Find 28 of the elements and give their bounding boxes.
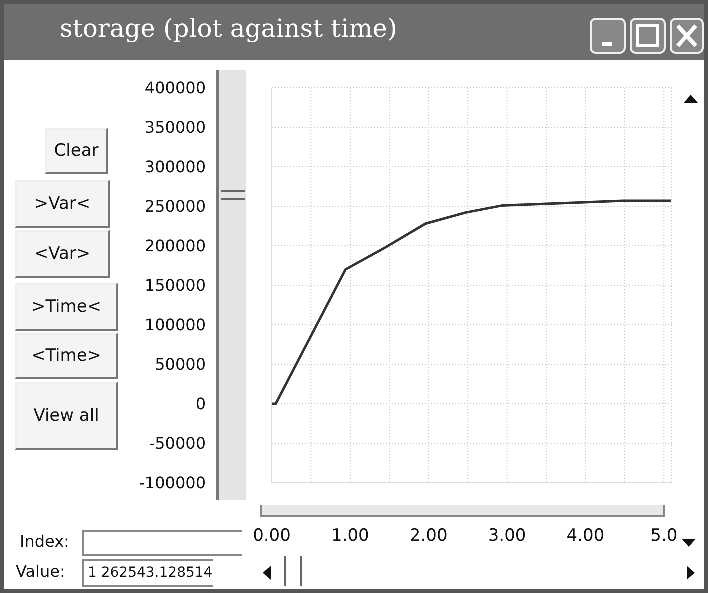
y-tick-label: 250000	[144, 197, 206, 216]
y-tick-label: 0	[196, 394, 206, 414]
text: View all	[15, 382, 118, 450]
y-tick-label: -100000	[139, 474, 206, 493]
text: Clear	[45, 128, 108, 174]
x-tick-label: 2.00	[410, 526, 448, 546]
y-tick-label: 400000	[144, 78, 206, 98]
text: >Var<	[15, 180, 110, 228]
text: 1 262543.128514	[82, 559, 213, 587]
x-tick-label: 3.00	[488, 526, 526, 546]
y-tick-label: 150000	[144, 276, 206, 296]
y-tick-label: 300000	[144, 158, 206, 177]
line-series	[272, 200, 672, 406]
y-tick-label: 200000	[144, 236, 206, 256]
x-tick-label: 4.00	[566, 526, 605, 546]
text: Index:	[20, 532, 70, 551]
y-tick-label: 50000	[155, 355, 206, 374]
text: Value:	[16, 562, 66, 581]
chart-title: storage (plot against time)	[60, 14, 398, 43]
x-tick-label: 5.0	[650, 526, 678, 546]
y-tick-label: 100000	[144, 316, 206, 335]
text: <Var>	[15, 230, 110, 278]
x-tick-label: 0.00	[253, 526, 291, 546]
x-tick-label: 1.00	[332, 526, 370, 546]
text: <Time>	[15, 333, 118, 379]
y-tick-label: -50000	[149, 434, 206, 454]
text: >Time<	[15, 283, 118, 331]
y-tick-label: 350000	[144, 118, 206, 138]
